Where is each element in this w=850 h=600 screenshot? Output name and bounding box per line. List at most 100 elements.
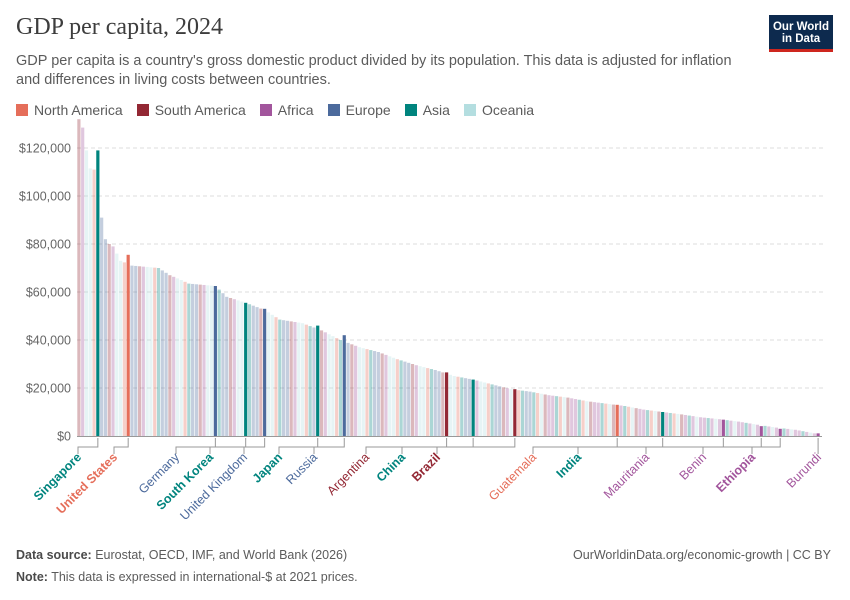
bar[interactable] (361, 348, 365, 436)
bar[interactable] (456, 376, 460, 436)
bar[interactable] (388, 356, 392, 436)
owid-logo[interactable]: Our World in Data (769, 15, 833, 52)
legend-item-oceania[interactable]: Oceania (463, 102, 534, 118)
bar[interactable] (505, 388, 509, 436)
bar[interactable] (710, 418, 714, 436)
bar[interactable] (198, 284, 202, 436)
bar[interactable] (130, 265, 134, 436)
bar[interactable] (134, 265, 138, 436)
x-label-japan[interactable]: Japan (250, 450, 285, 485)
bar[interactable] (774, 427, 779, 436)
bar[interactable] (463, 378, 468, 436)
bar[interactable] (247, 304, 252, 436)
bar[interactable] (175, 278, 180, 436)
legend-item-asia[interactable]: Asia (404, 102, 450, 118)
bar[interactable] (539, 393, 543, 436)
bar[interactable] (437, 371, 441, 436)
bar[interactable] (118, 260, 123, 436)
bar[interactable] (372, 351, 377, 436)
x-label-ethiopia[interactable]: Ethiopia (713, 449, 759, 495)
bar-burundi[interactable] (816, 433, 820, 436)
bar[interactable] (611, 404, 615, 436)
bar-south-korea[interactable] (244, 302, 248, 436)
bar[interactable] (88, 168, 92, 436)
bar[interactable] (354, 345, 358, 436)
bar[interactable] (592, 402, 597, 436)
legend-item-europe[interactable]: Europe (327, 102, 391, 118)
bar[interactable] (797, 430, 801, 436)
x-label-russia[interactable]: Russia (283, 450, 320, 487)
bar[interactable] (479, 381, 483, 436)
bar[interactable] (149, 267, 153, 436)
bar[interactable] (429, 369, 434, 436)
bar[interactable] (282, 320, 286, 436)
bar[interactable] (448, 374, 452, 436)
bar[interactable] (285, 320, 289, 436)
bar[interactable] (585, 401, 589, 436)
bar[interactable] (365, 349, 369, 436)
bar[interactable] (801, 431, 805, 436)
bar[interactable] (725, 420, 729, 436)
bar[interactable] (573, 399, 578, 436)
bar[interactable] (691, 416, 695, 436)
x-label-argentina[interactable]: Argentina (324, 450, 372, 498)
bar[interactable] (543, 394, 547, 436)
bar[interactable] (270, 314, 274, 436)
x-label-china[interactable]: China (374, 449, 409, 484)
x-label-india[interactable]: India (554, 449, 585, 480)
bar[interactable] (517, 390, 521, 436)
bar[interactable] (812, 433, 816, 436)
bar[interactable] (782, 428, 786, 436)
bar[interactable] (100, 217, 104, 436)
bar[interactable] (668, 412, 672, 436)
bar[interactable] (395, 359, 399, 436)
bar[interactable] (369, 350, 373, 436)
bar[interactable] (789, 429, 794, 436)
bar[interactable] (486, 383, 490, 436)
bar[interactable] (407, 362, 411, 436)
bar[interactable] (581, 400, 585, 436)
bar[interactable] (596, 402, 600, 436)
bar[interactable] (289, 321, 293, 436)
bar[interactable] (293, 322, 297, 436)
bar[interactable] (312, 327, 316, 436)
bar[interactable] (441, 372, 445, 436)
bar[interactable] (494, 385, 498, 436)
bar[interactable] (115, 253, 119, 436)
bar[interactable] (209, 285, 214, 436)
bar[interactable] (589, 401, 593, 436)
bar[interactable] (619, 405, 623, 436)
bar[interactable] (323, 332, 327, 436)
bar[interactable] (695, 416, 699, 436)
bar[interactable] (164, 272, 168, 436)
bar[interactable] (194, 284, 199, 436)
bar[interactable] (733, 421, 737, 436)
bar-japan[interactable] (316, 325, 320, 436)
bar[interactable] (187, 283, 191, 436)
bar-brazil[interactable] (513, 389, 517, 436)
bar[interactable] (714, 418, 718, 436)
bar[interactable] (509, 389, 513, 436)
bar[interactable] (274, 317, 278, 436)
bar[interactable] (755, 424, 760, 436)
bar[interactable] (217, 289, 221, 436)
bar[interactable] (763, 425, 767, 436)
bar[interactable] (319, 330, 324, 436)
bar[interactable] (153, 267, 157, 436)
bar-germany[interactable] (213, 286, 217, 436)
bar[interactable] (786, 428, 790, 436)
bar[interactable] (501, 387, 506, 436)
bar[interactable] (475, 380, 479, 436)
bar[interactable] (752, 424, 756, 436)
bar[interactable] (376, 352, 380, 436)
bar[interactable] (297, 322, 301, 436)
bar[interactable] (137, 266, 142, 436)
bar[interactable] (626, 406, 631, 436)
bar[interactable] (698, 417, 703, 436)
bar[interactable] (331, 336, 335, 436)
bar[interactable] (683, 414, 688, 436)
bar[interactable] (702, 417, 706, 436)
bar[interactable] (562, 397, 566, 436)
bar[interactable] (168, 275, 172, 436)
bar[interactable] (206, 285, 210, 436)
